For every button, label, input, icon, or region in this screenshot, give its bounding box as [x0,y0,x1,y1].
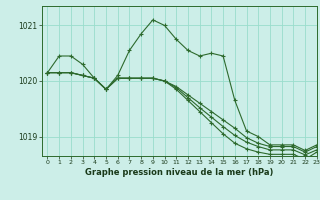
X-axis label: Graphe pression niveau de la mer (hPa): Graphe pression niveau de la mer (hPa) [85,168,273,177]
